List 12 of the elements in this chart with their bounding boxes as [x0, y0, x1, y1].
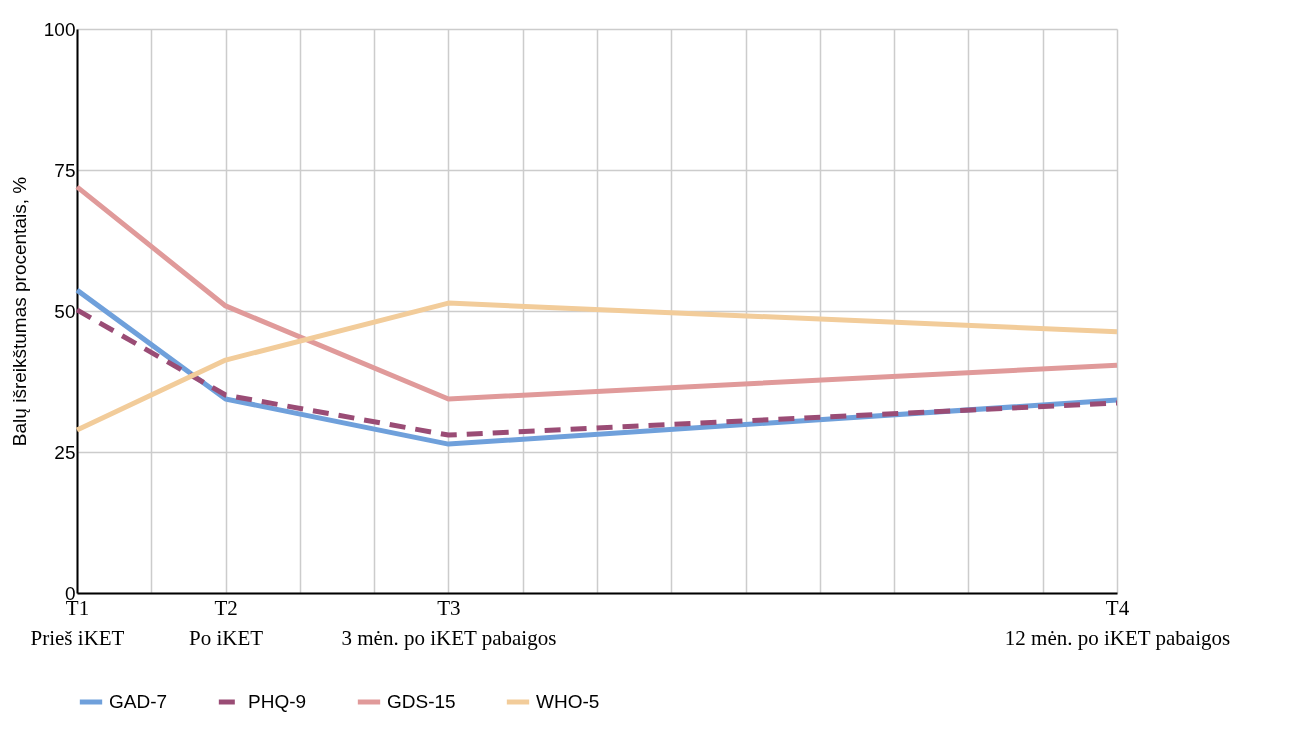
legend-label: WHO-5	[536, 691, 600, 712]
y-axis-title: Balų išreikštumas procentais, %	[8, 176, 30, 447]
y-tick-label: 25	[54, 441, 76, 463]
legend-label: GAD-7	[109, 691, 168, 712]
y-tick-label: 75	[54, 159, 76, 181]
y-tick-label: 50	[54, 300, 76, 322]
x-tick-label: T4 12 mėn. po iKET pabaigos	[1004, 595, 1231, 650]
y-tick-label: 100	[43, 18, 76, 40]
legend-label: PHQ-9	[248, 691, 307, 712]
legend-label: GDS-15	[387, 691, 456, 712]
x-tick-label: T3 3 mėn. po iKET pabaigos	[341, 595, 557, 650]
x-tick-label: T2 Po iKET	[189, 595, 264, 650]
